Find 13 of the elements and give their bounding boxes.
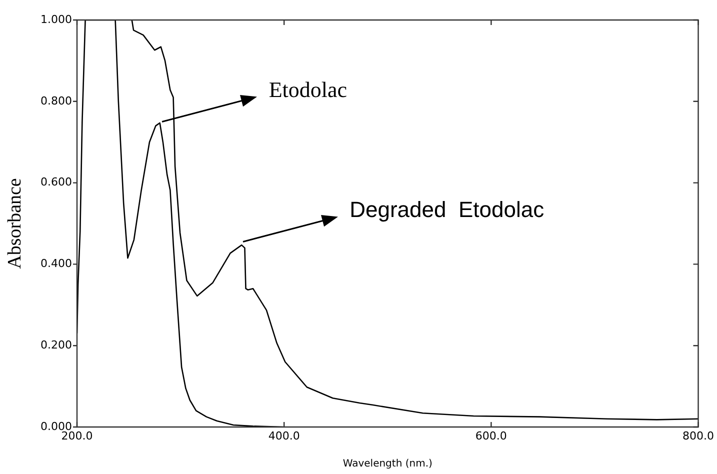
x-tick-label: 200.0 xyxy=(61,429,93,442)
x-tick-label: 800.0 xyxy=(682,429,714,442)
y-tick-label: 0.800 xyxy=(40,94,72,108)
annotation: Etodolac xyxy=(268,76,348,102)
x-axis-title: Wavelength (nm.) xyxy=(342,458,433,470)
y-tick-label: 0.600 xyxy=(40,176,72,189)
y-tick-label: 1.000 xyxy=(40,12,72,26)
annotation: Degraded Etodolac xyxy=(350,197,544,222)
y-tick-label: 0.200 xyxy=(40,338,72,352)
y-tick-label: 0.400 xyxy=(40,257,72,270)
x-tick-label: 600.0 xyxy=(475,429,507,442)
x-tick-label: 400.0 xyxy=(268,429,300,442)
y-axis-title: Absorbance xyxy=(4,178,26,269)
